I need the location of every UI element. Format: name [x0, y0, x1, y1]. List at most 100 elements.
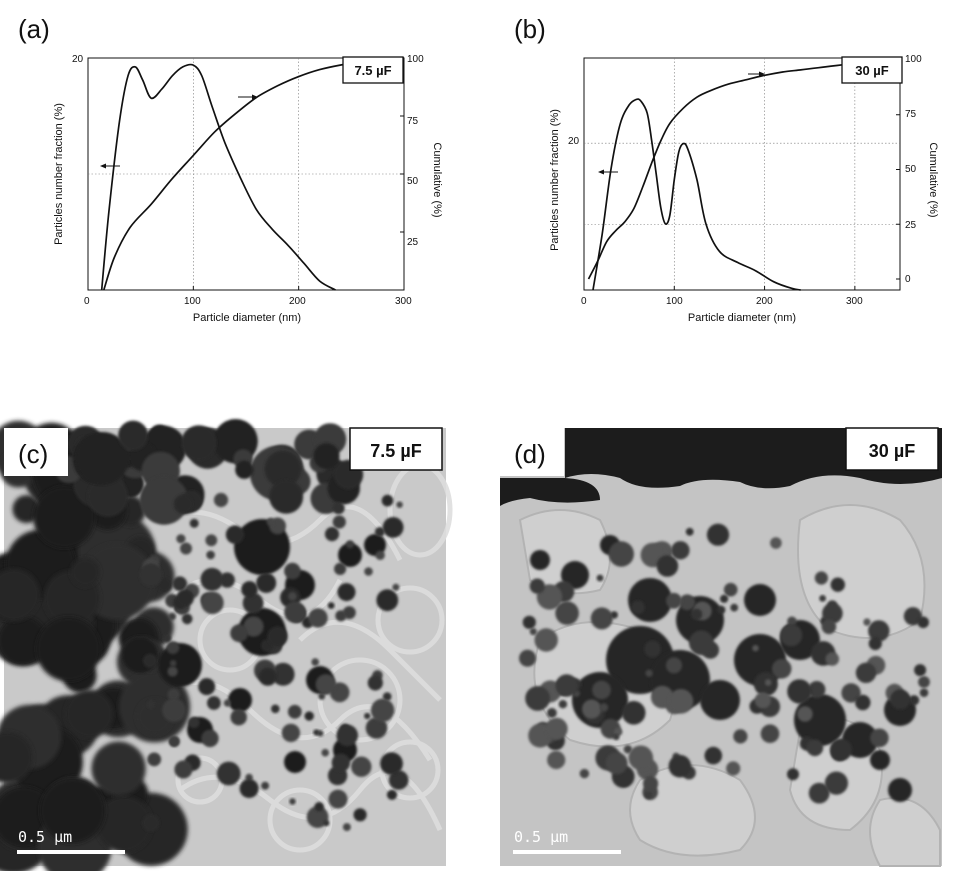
particle: [903, 607, 923, 626]
y2-tick-label-b-25: 25: [905, 220, 917, 231]
particle: [547, 750, 566, 770]
particle: [819, 595, 826, 602]
particle: [201, 729, 219, 748]
chart-panel-a: (a) 20 0 100 200 300 25 50 75 100 Partic…: [18, 14, 443, 324]
particle: [163, 634, 172, 643]
particle: [380, 752, 403, 775]
particle: [841, 683, 861, 703]
particle: [382, 692, 392, 701]
particle: [806, 739, 824, 757]
particle: [733, 729, 748, 744]
particle: [230, 624, 249, 643]
particle: [918, 676, 930, 688]
tag-text-c: 7.5 µF: [370, 441, 421, 461]
particle: [754, 692, 771, 709]
arrow-left-b: [598, 169, 618, 175]
panel-label-a: (a): [18, 14, 50, 44]
particle: [644, 791, 653, 799]
particle: [327, 602, 335, 609]
particle: [304, 711, 314, 721]
scale-bar-c: [17, 850, 125, 854]
tag-text-b: 30 µF: [855, 63, 889, 78]
particle: [70, 557, 100, 587]
x-tick-label-b-300: 300: [846, 296, 863, 307]
particle: [219, 572, 235, 588]
particle: [139, 563, 163, 587]
particle: [645, 669, 653, 677]
particle: [225, 525, 245, 544]
particle: [525, 686, 550, 711]
particle: [914, 664, 927, 677]
particle: [582, 699, 602, 719]
y2-tick-label-b-100: 100: [905, 54, 922, 65]
particle: [723, 582, 738, 597]
particle: [313, 443, 340, 470]
particle: [181, 425, 217, 461]
particle: [614, 727, 623, 736]
series-line-b-number-fraction: [592, 98, 801, 291]
arrow-left-a: [100, 163, 120, 169]
particle: [323, 820, 330, 827]
particle: [338, 543, 362, 567]
particle: [284, 601, 306, 623]
label-box-c: [4, 428, 68, 476]
particle: [288, 591, 297, 601]
particle: [392, 583, 400, 591]
y2-tick-label-a-25: 25: [407, 237, 419, 248]
particle: [547, 708, 557, 718]
particle: [771, 659, 792, 679]
plot-frame-b: [583, 57, 901, 291]
particle: [284, 751, 306, 773]
particle: [306, 806, 329, 828]
particle: [643, 775, 659, 792]
particle: [364, 534, 386, 556]
particle: [198, 678, 216, 696]
y2-tick-label-b-75: 75: [905, 109, 917, 120]
particle: [118, 420, 149, 451]
y-axis-label-b: Particles number fraction (%): [549, 109, 561, 251]
particle: [331, 753, 351, 772]
y2-tick-label-b-50: 50: [905, 164, 917, 175]
particle: [665, 657, 683, 674]
particle: [147, 752, 162, 767]
particle: [342, 823, 351, 832]
tag-text-a: 7.5 µF: [354, 63, 391, 78]
grid-a: [88, 58, 404, 290]
particle: [167, 688, 180, 701]
particle: [787, 616, 797, 626]
particle: [868, 620, 890, 642]
particle: [324, 527, 340, 542]
x-tick-label-a-0: 0: [84, 296, 90, 307]
particle: [0, 731, 33, 784]
particle: [780, 624, 803, 647]
particle: [364, 712, 371, 720]
chart-panel-b: (b) 20 0 100 200 300 0 25 50 75 100 Part…: [514, 14, 939, 324]
ticks-b: [583, 59, 900, 290]
particle: [690, 608, 703, 620]
particle: [744, 584, 776, 616]
series-line-a-number-fraction: [100, 63, 336, 291]
particle: [39, 777, 106, 844]
y-tick-label-b-20: 20: [568, 136, 580, 147]
particle: [787, 768, 799, 781]
x-tick-label-b-200: 200: [756, 296, 773, 307]
particle: [205, 534, 218, 547]
particle: [332, 515, 346, 529]
particle: [829, 738, 853, 761]
particle: [139, 476, 189, 525]
particle: [176, 534, 186, 544]
y2-axis-label-b: Cumulative (%): [927, 142, 939, 217]
particle: [181, 613, 193, 625]
particle: [870, 750, 890, 770]
y2-tick-label-a-100: 100: [407, 54, 424, 65]
particle: [266, 517, 275, 527]
particle: [720, 594, 729, 603]
particle: [269, 479, 304, 514]
particle: [216, 761, 241, 786]
particle: [284, 562, 301, 580]
y-axis-label-a: Particles number fraction (%): [53, 103, 65, 245]
particle: [381, 494, 394, 507]
x-axis-label-b: Particle diameter (nm): [688, 312, 796, 324]
arrow-right-a: [238, 94, 258, 100]
particle: [628, 578, 672, 622]
